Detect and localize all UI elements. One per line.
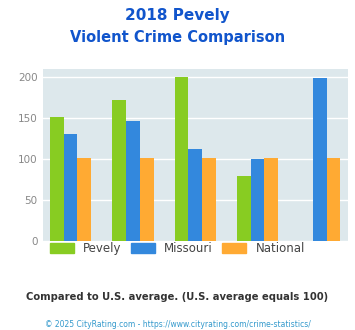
- Bar: [77, 158, 91, 241]
- Text: Compared to U.S. average. (U.S. average equals 100): Compared to U.S. average. (U.S. average …: [26, 292, 329, 302]
- Bar: [237, 176, 251, 241]
- Bar: [50, 117, 64, 241]
- Text: 2018 Pevely: 2018 Pevely: [125, 8, 230, 23]
- Bar: [126, 121, 140, 241]
- Text: Violent Crime Comparison: Violent Crime Comparison: [70, 30, 285, 45]
- Legend: Pevely, Missouri, National: Pevely, Missouri, National: [45, 237, 310, 260]
- Bar: [189, 149, 202, 241]
- Bar: [175, 78, 189, 241]
- Text: © 2025 CityRating.com - https://www.cityrating.com/crime-statistics/: © 2025 CityRating.com - https://www.city…: [45, 320, 310, 329]
- Bar: [113, 100, 126, 241]
- Bar: [313, 78, 327, 241]
- Bar: [64, 134, 77, 241]
- Bar: [264, 158, 278, 241]
- Bar: [140, 158, 153, 241]
- Bar: [327, 158, 340, 241]
- Bar: [251, 159, 264, 241]
- Bar: [202, 158, 216, 241]
